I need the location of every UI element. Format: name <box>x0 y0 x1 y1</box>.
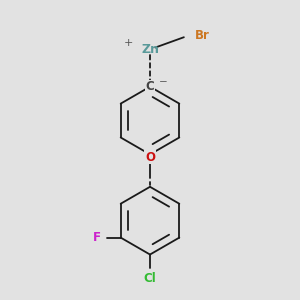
Text: O: O <box>145 151 155 164</box>
Text: F: F <box>93 231 101 244</box>
Text: +: + <box>124 38 134 48</box>
Text: −: − <box>159 77 168 87</box>
Text: Br: Br <box>195 29 210 42</box>
Text: C: C <box>146 80 154 93</box>
Text: Zn: Zn <box>141 44 159 56</box>
Text: Cl: Cl <box>144 272 156 286</box>
